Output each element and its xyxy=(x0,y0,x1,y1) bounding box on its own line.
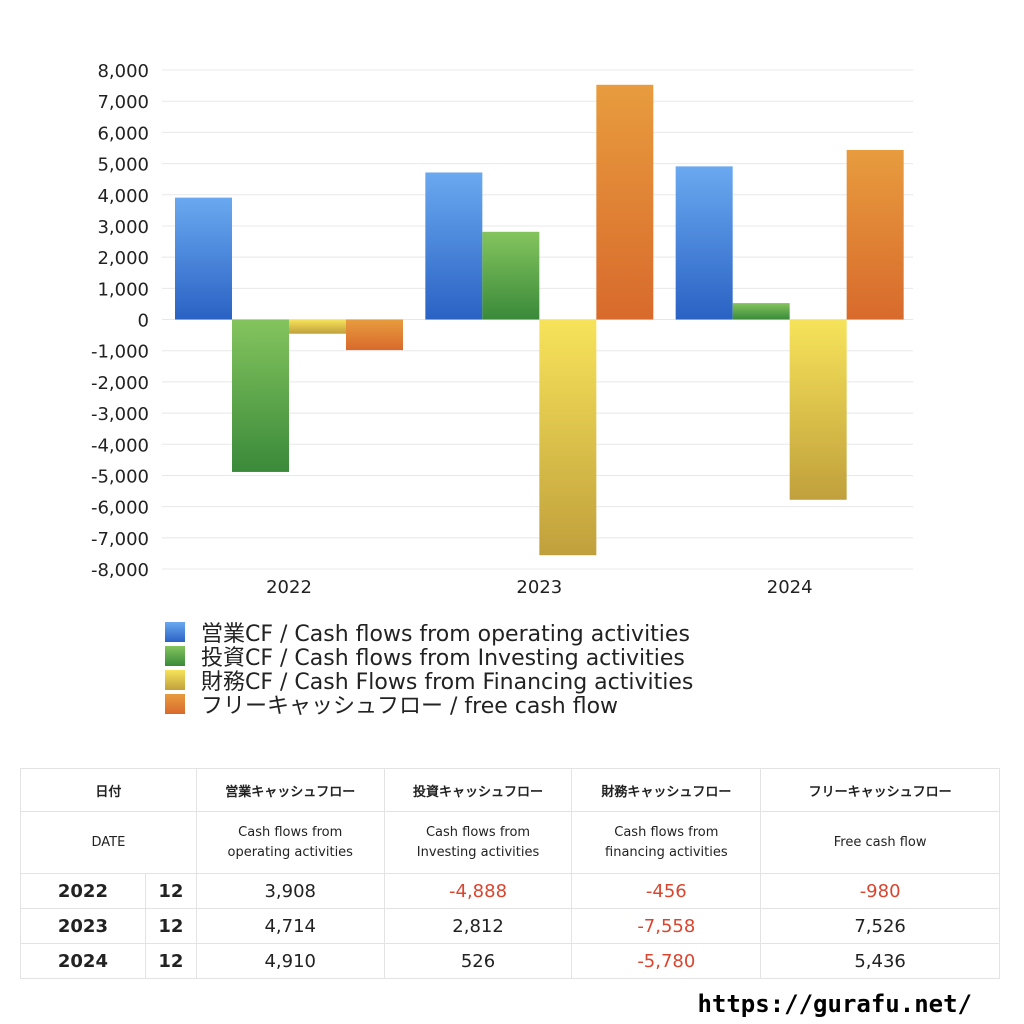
header-operating-en: Cash flows from operating activities xyxy=(195,811,385,874)
cell-financing: -5,780 xyxy=(571,943,762,979)
cell-free-cash-flow: -980 xyxy=(760,873,1000,909)
cell-investing: -4,888 xyxy=(383,873,573,909)
y-tick-label: 7,000 xyxy=(97,92,149,113)
legend-label-investing: 投資CF / Cash flows from Investing activit… xyxy=(201,646,685,671)
cell-operating: 4,714 xyxy=(195,908,385,944)
y-tick-label: 3,000 xyxy=(97,217,149,238)
cell-financing: -456 xyxy=(571,873,762,909)
table-row: 2022 12 3,908 -4,888 -456 -980 xyxy=(20,873,1000,909)
bar xyxy=(425,172,483,320)
y-tick-label: 0 xyxy=(138,311,149,332)
legend-item-free-cash-flow: フリーキャッシュフロー / free cash flow xyxy=(165,692,693,719)
header-financing-jp: 財務キャッシュフロー xyxy=(571,768,762,812)
y-tick-label: -4,000 xyxy=(91,435,149,456)
header-date-en: DATE xyxy=(20,811,197,874)
cash-flow-bar-chart: 8,000 7,000 6,000 5,000 4,000 3,000 2,000 1,000… xyxy=(91,61,913,598)
bar xyxy=(789,319,847,500)
bar xyxy=(596,84,654,320)
table-row: 2023 12 4,714 2,812 -7,558 7,526 xyxy=(20,908,1000,944)
legend-swatch-investing xyxy=(165,646,185,666)
y-tick-label: -7,000 xyxy=(91,529,149,550)
bar xyxy=(539,319,597,556)
header-free-cash-flow-jp: フリーキャッシュフロー xyxy=(760,768,1000,812)
legend-item-operating: 営業CF / Cash flows from operating activit… xyxy=(165,620,693,647)
bar xyxy=(175,197,232,320)
legend-label-financing: 財務CF / Cash Flows from Financing activit… xyxy=(201,670,694,695)
y-tick-label: 6,000 xyxy=(97,123,149,144)
y-tick-label: 5,000 xyxy=(97,155,149,176)
y-tick-label: -6,000 xyxy=(91,498,149,519)
bar xyxy=(346,319,403,351)
x-tick-label: 2023 xyxy=(516,577,562,598)
chart-legend: 営業CF / Cash flows from operating activit… xyxy=(165,620,693,719)
bar xyxy=(846,149,904,320)
y-tick-label: -8,000 xyxy=(91,560,149,581)
y-tick-label: -1,000 xyxy=(91,342,149,363)
header-financing-en: Cash flows from financing activities xyxy=(571,811,762,874)
bar xyxy=(675,166,733,320)
header-date-jp: 日付 xyxy=(20,768,197,812)
y-tick-label: 1,000 xyxy=(97,279,149,300)
y-tick-label: -5,000 xyxy=(91,466,149,487)
cell-operating: 4,910 xyxy=(195,943,385,979)
row-year: 2023 xyxy=(20,908,146,944)
cell-operating: 3,908 xyxy=(195,873,385,909)
x-tick-label: 2024 xyxy=(767,577,813,598)
y-tick-label: 8,000 xyxy=(97,61,149,82)
legend-label-free-cash-flow: フリーキャッシュフロー / free cash flow xyxy=(201,694,619,719)
y-tick-label: 4,000 xyxy=(97,186,149,207)
legend-item-investing: 投資CF / Cash flows from Investing activit… xyxy=(165,644,693,671)
row-month: 12 xyxy=(144,873,197,909)
row-month: 12 xyxy=(144,943,197,979)
legend-swatch-financing xyxy=(165,670,185,690)
bar xyxy=(232,319,289,472)
row-month: 12 xyxy=(144,908,197,944)
y-tick-label: -3,000 xyxy=(91,404,149,425)
cell-free-cash-flow: 7,526 xyxy=(760,908,1000,944)
header-investing-jp: 投資キャッシュフロー xyxy=(383,768,573,812)
legend-swatch-free-cash-flow xyxy=(165,694,185,714)
site-url[interactable]: https://gurafu.net/ xyxy=(697,990,972,1018)
cell-investing: 526 xyxy=(383,943,573,979)
table-header-jp: 日付 営業キャッシュフロー 投資キャッシュフロー 財務キャッシュフロー フリーキ… xyxy=(20,768,1000,812)
cell-investing: 2,812 xyxy=(383,908,573,944)
row-year: 2024 xyxy=(20,943,146,979)
cell-free-cash-flow: 5,436 xyxy=(760,943,1000,979)
row-year: 2022 xyxy=(20,873,146,909)
legend-item-financing: 財務CF / Cash Flows from Financing activit… xyxy=(165,668,693,695)
table-row: 2024 12 4,910 526 -5,780 5,436 xyxy=(20,943,1000,979)
header-operating-jp: 営業キャッシュフロー xyxy=(195,768,385,812)
bar xyxy=(289,319,346,334)
legend-swatch-operating xyxy=(165,622,185,642)
bar xyxy=(482,231,540,320)
cash-flow-table: 日付 営業キャッシュフロー 投資キャッシュフロー 財務キャッシュフロー フリーキ… xyxy=(20,768,1000,979)
table-header-en: DATE Cash flows from operating activitie… xyxy=(20,811,1000,874)
x-tick-label: 2022 xyxy=(266,577,312,598)
legend-label-operating: 営業CF / Cash flows from operating activit… xyxy=(201,622,690,647)
header-free-cash-flow-en: Free cash flow xyxy=(760,811,1000,874)
y-tick-label: 2,000 xyxy=(97,248,149,269)
bar xyxy=(732,303,790,320)
y-tick-label: -2,000 xyxy=(91,373,149,394)
header-investing-en: Cash flows from Investing activities xyxy=(383,811,573,874)
cell-financing: -7,558 xyxy=(571,908,762,944)
